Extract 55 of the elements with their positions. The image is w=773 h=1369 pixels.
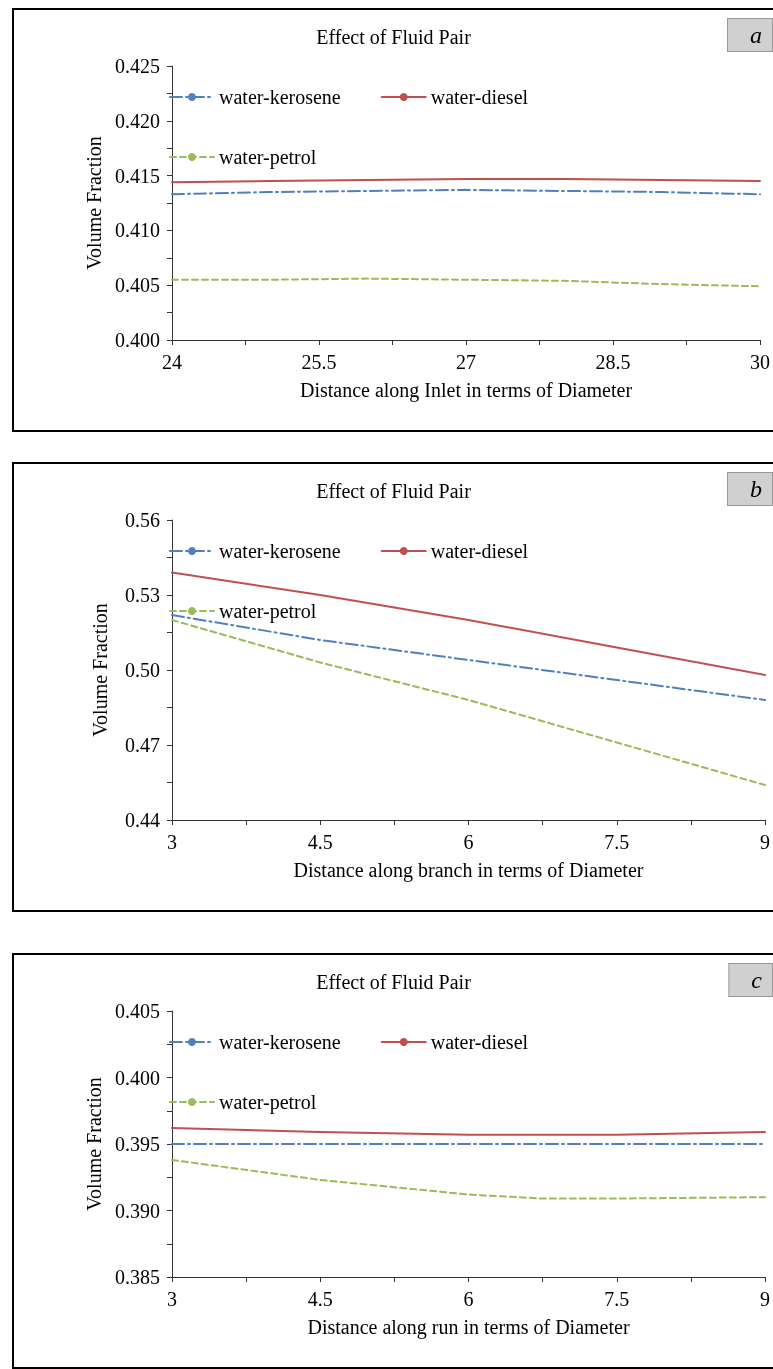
legend-label: water-kerosene <box>219 540 341 562</box>
y-axis-title: Volume Fraction <box>83 136 106 270</box>
x-tick-label: 28.5 <box>595 351 631 373</box>
legend-label: water-kerosene <box>219 86 341 108</box>
legend-label: water-petrol <box>219 1091 317 1114</box>
y-tick-label: 0.390 <box>115 1199 160 1222</box>
legend-label: water-petrol <box>219 600 317 623</box>
x-tick-label: 27 <box>456 351 476 373</box>
x-tick-label: 3 <box>167 831 177 853</box>
x-tick-label: 9 <box>760 1288 770 1310</box>
text: c <box>751 967 763 993</box>
x-tick-label: 4.5 <box>307 1288 333 1310</box>
y-tick-label: 0.56 <box>125 509 160 531</box>
legend-label: water-petrol <box>219 146 317 169</box>
text: a <box>750 22 762 48</box>
y-tick-label: 0.420 <box>115 109 160 132</box>
chart-title: Effect of Fluid Pair <box>316 971 472 993</box>
y-tick-label: 0.425 <box>115 55 160 77</box>
legend-label: water-kerosene <box>219 1031 341 1053</box>
x-tick-label: 7.5 <box>604 1288 630 1310</box>
legend-label: water-diesel <box>430 1031 529 1053</box>
y-tick-label: 0.405 <box>115 274 160 297</box>
x-tick-label: 7.5 <box>604 831 630 853</box>
y-axis-title: Volume Fraction <box>89 603 111 737</box>
y-axis-title: Volume Fraction <box>83 1077 106 1211</box>
legend-label: water-diesel <box>430 86 529 108</box>
y-tick-label: 0.400 <box>115 329 160 351</box>
text: b <box>750 476 762 502</box>
chart-title: Effect of Fluid Pair <box>316 480 472 502</box>
line-series <box>171 277 761 288</box>
y-tick-label: 0.405 <box>115 1000 160 1022</box>
x-tick-label: 30 <box>750 351 770 373</box>
line-series <box>171 1158 766 1200</box>
x-axis-title: Distance along run in terms of Diameter <box>307 1316 630 1339</box>
x-tick-label: 25.5 <box>301 351 337 373</box>
y-tick-label: 0.415 <box>115 164 160 187</box>
y-tick-label: 0.44 <box>125 809 160 831</box>
y-tick-label: 0.50 <box>125 659 160 681</box>
y-tick-label: 0.395 <box>115 1133 160 1155</box>
line-series <box>171 571 766 676</box>
x-tick-label: 4.5 <box>307 831 333 853</box>
x-tick-label: 6 <box>463 1288 474 1310</box>
x-tick-label: 24 <box>162 351 182 373</box>
y-tick-label: 0.53 <box>125 584 160 606</box>
y-tick-label: 0.47 <box>125 734 160 756</box>
x-tick-label: 3 <box>167 1288 177 1310</box>
chart-title: Effect of Fluid Pair <box>316 26 472 48</box>
legend-label: water-diesel <box>430 540 529 562</box>
x-axis-title: Distance along branch in terms of Diameter <box>293 859 644 882</box>
x-tick-label: 6 <box>463 831 474 853</box>
y-tick-label: 0.410 <box>115 219 160 242</box>
y-tick-label: 0.385 <box>115 1266 160 1288</box>
x-tick-label: 9 <box>760 831 770 853</box>
x-axis-title: Distance along Inlet in terms of Diameter <box>299 379 633 402</box>
y-tick-label: 0.400 <box>115 1066 160 1089</box>
